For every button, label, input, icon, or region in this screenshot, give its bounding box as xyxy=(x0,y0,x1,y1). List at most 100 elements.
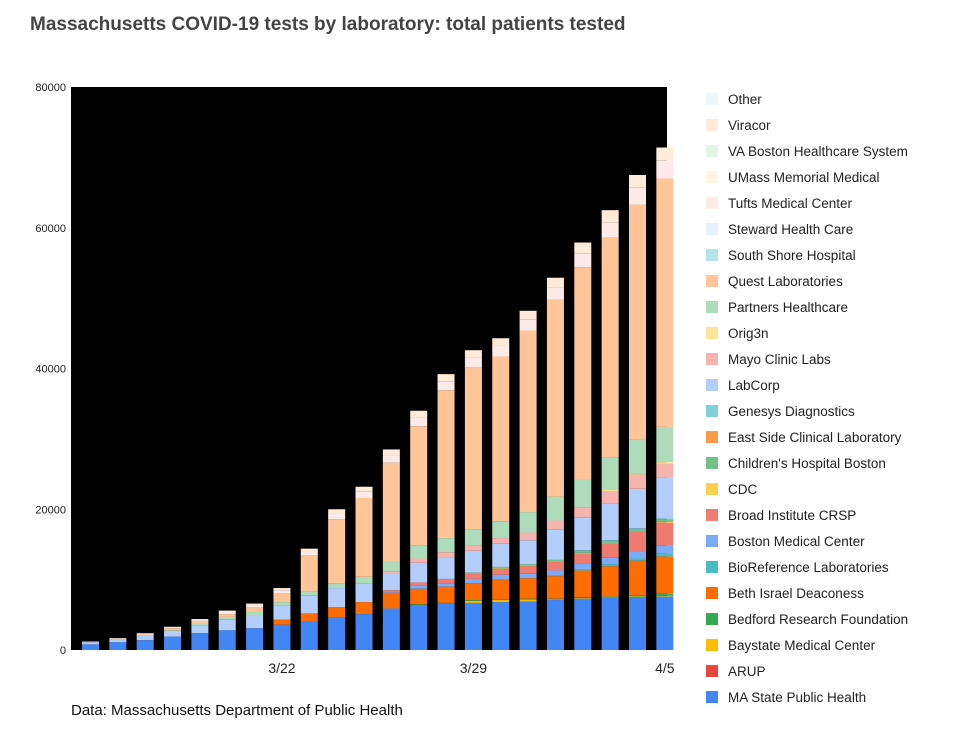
bar-segment xyxy=(492,579,510,600)
bar-segment xyxy=(300,621,318,650)
bar-segment xyxy=(300,591,318,596)
bar-segment xyxy=(629,558,646,561)
bar-segment xyxy=(601,557,619,565)
bar-stack xyxy=(273,588,291,650)
bar-segment xyxy=(546,599,564,601)
legend-entry: VA Boston Healthcare System xyxy=(706,138,908,164)
bar-segment xyxy=(629,528,646,532)
bar-segment xyxy=(382,574,400,591)
bar-segment xyxy=(546,529,564,560)
bar-segment xyxy=(629,560,646,596)
bar-segment xyxy=(492,574,510,580)
bar-segment xyxy=(355,583,373,603)
bar-segment xyxy=(82,641,99,643)
bar-segment xyxy=(164,627,182,629)
x-tick-label: 3/29 xyxy=(460,660,487,676)
legend: Other Viracor VA Boston Healthcare System U… xyxy=(706,86,908,710)
bar-segment xyxy=(136,634,154,636)
bar-stack xyxy=(629,174,646,650)
bar-segment xyxy=(355,614,373,650)
bar-segment xyxy=(246,615,264,629)
legend-swatch xyxy=(706,431,718,443)
legend-swatch xyxy=(706,197,718,209)
bar-segment xyxy=(437,603,455,650)
bar-segment xyxy=(410,426,428,546)
bar-segment xyxy=(629,531,646,532)
bar-stack xyxy=(574,242,592,650)
bar-segment xyxy=(246,607,264,612)
bar-stack xyxy=(328,509,346,650)
legend-label: VA Boston Healthcare System xyxy=(728,143,908,159)
bar-stack xyxy=(437,374,455,650)
legend-label: Children's Hospital Boston xyxy=(728,455,886,471)
bar-segment xyxy=(273,593,291,603)
y-tick-label: 80000 xyxy=(35,82,66,94)
bar-segment xyxy=(629,551,646,559)
bar-segment xyxy=(382,608,400,650)
bar-segment xyxy=(328,509,346,514)
legend-label: South Shore Hospital xyxy=(728,247,856,263)
legend-entry: Partners Healthcare xyxy=(706,294,908,320)
legend-swatch xyxy=(706,587,718,599)
legend-swatch xyxy=(706,483,718,495)
bar-segment xyxy=(109,638,127,639)
bar-segment xyxy=(136,633,154,635)
bar-segment xyxy=(464,573,482,574)
bar-segment xyxy=(410,585,428,589)
bar-stack xyxy=(218,610,236,650)
legend-entry: ARUP xyxy=(706,658,908,684)
bar-segment xyxy=(656,462,674,464)
bar-stack xyxy=(601,210,619,650)
bar-segment xyxy=(656,147,674,161)
legend-label: Genesys Diagnostics xyxy=(728,403,855,419)
bar-segment xyxy=(656,522,674,546)
bar-stack xyxy=(300,548,318,650)
bar-segment xyxy=(519,566,537,574)
bar-segment xyxy=(519,598,537,600)
bar-segment xyxy=(656,545,674,554)
bar-stack xyxy=(410,410,428,650)
bar-stack xyxy=(191,619,209,650)
bar-segment xyxy=(464,574,482,579)
bar-stack xyxy=(464,350,482,650)
legend-entry: Broad Institute CRSP xyxy=(706,502,908,528)
bar-segment xyxy=(328,583,346,589)
bar-segment xyxy=(109,638,127,640)
bar-segment xyxy=(464,572,482,574)
bar-segment xyxy=(574,267,592,479)
legend-swatch xyxy=(706,509,718,521)
bar-segment xyxy=(492,568,510,570)
bar-segment xyxy=(601,597,619,650)
bar-stack xyxy=(382,449,400,650)
legend-swatch xyxy=(706,119,718,131)
y-tick-label: 0 xyxy=(60,645,66,657)
bar-segment xyxy=(629,531,646,552)
bar-segment xyxy=(601,210,619,223)
bar-segment xyxy=(382,562,400,572)
bar-segment xyxy=(601,540,619,541)
bar-segment xyxy=(492,600,510,603)
bar-segment xyxy=(437,586,455,603)
bar-segment xyxy=(492,538,510,544)
bar-segment xyxy=(191,619,209,621)
bar-segment xyxy=(410,562,428,583)
legend-label: Beth Israel Deaconess xyxy=(728,585,864,601)
bar-segment xyxy=(629,488,646,529)
bar-segment xyxy=(273,602,291,606)
bar-segment xyxy=(410,582,428,586)
legend-entry: BioReference Laboratories xyxy=(706,554,908,580)
bar-segment xyxy=(629,474,646,489)
bar-segment xyxy=(546,576,564,599)
bar-segment xyxy=(355,486,373,492)
bar-segment xyxy=(601,540,619,544)
legend-swatch xyxy=(706,457,718,469)
bar-segment xyxy=(601,596,619,598)
bar-stack xyxy=(109,638,127,650)
bar-segment xyxy=(574,553,592,564)
bar-segment xyxy=(218,610,236,612)
bar-segment xyxy=(437,538,455,553)
bar-segment xyxy=(629,174,646,188)
bar-segment xyxy=(546,561,564,563)
legend-entry: Tufts Medical Center xyxy=(706,190,908,216)
